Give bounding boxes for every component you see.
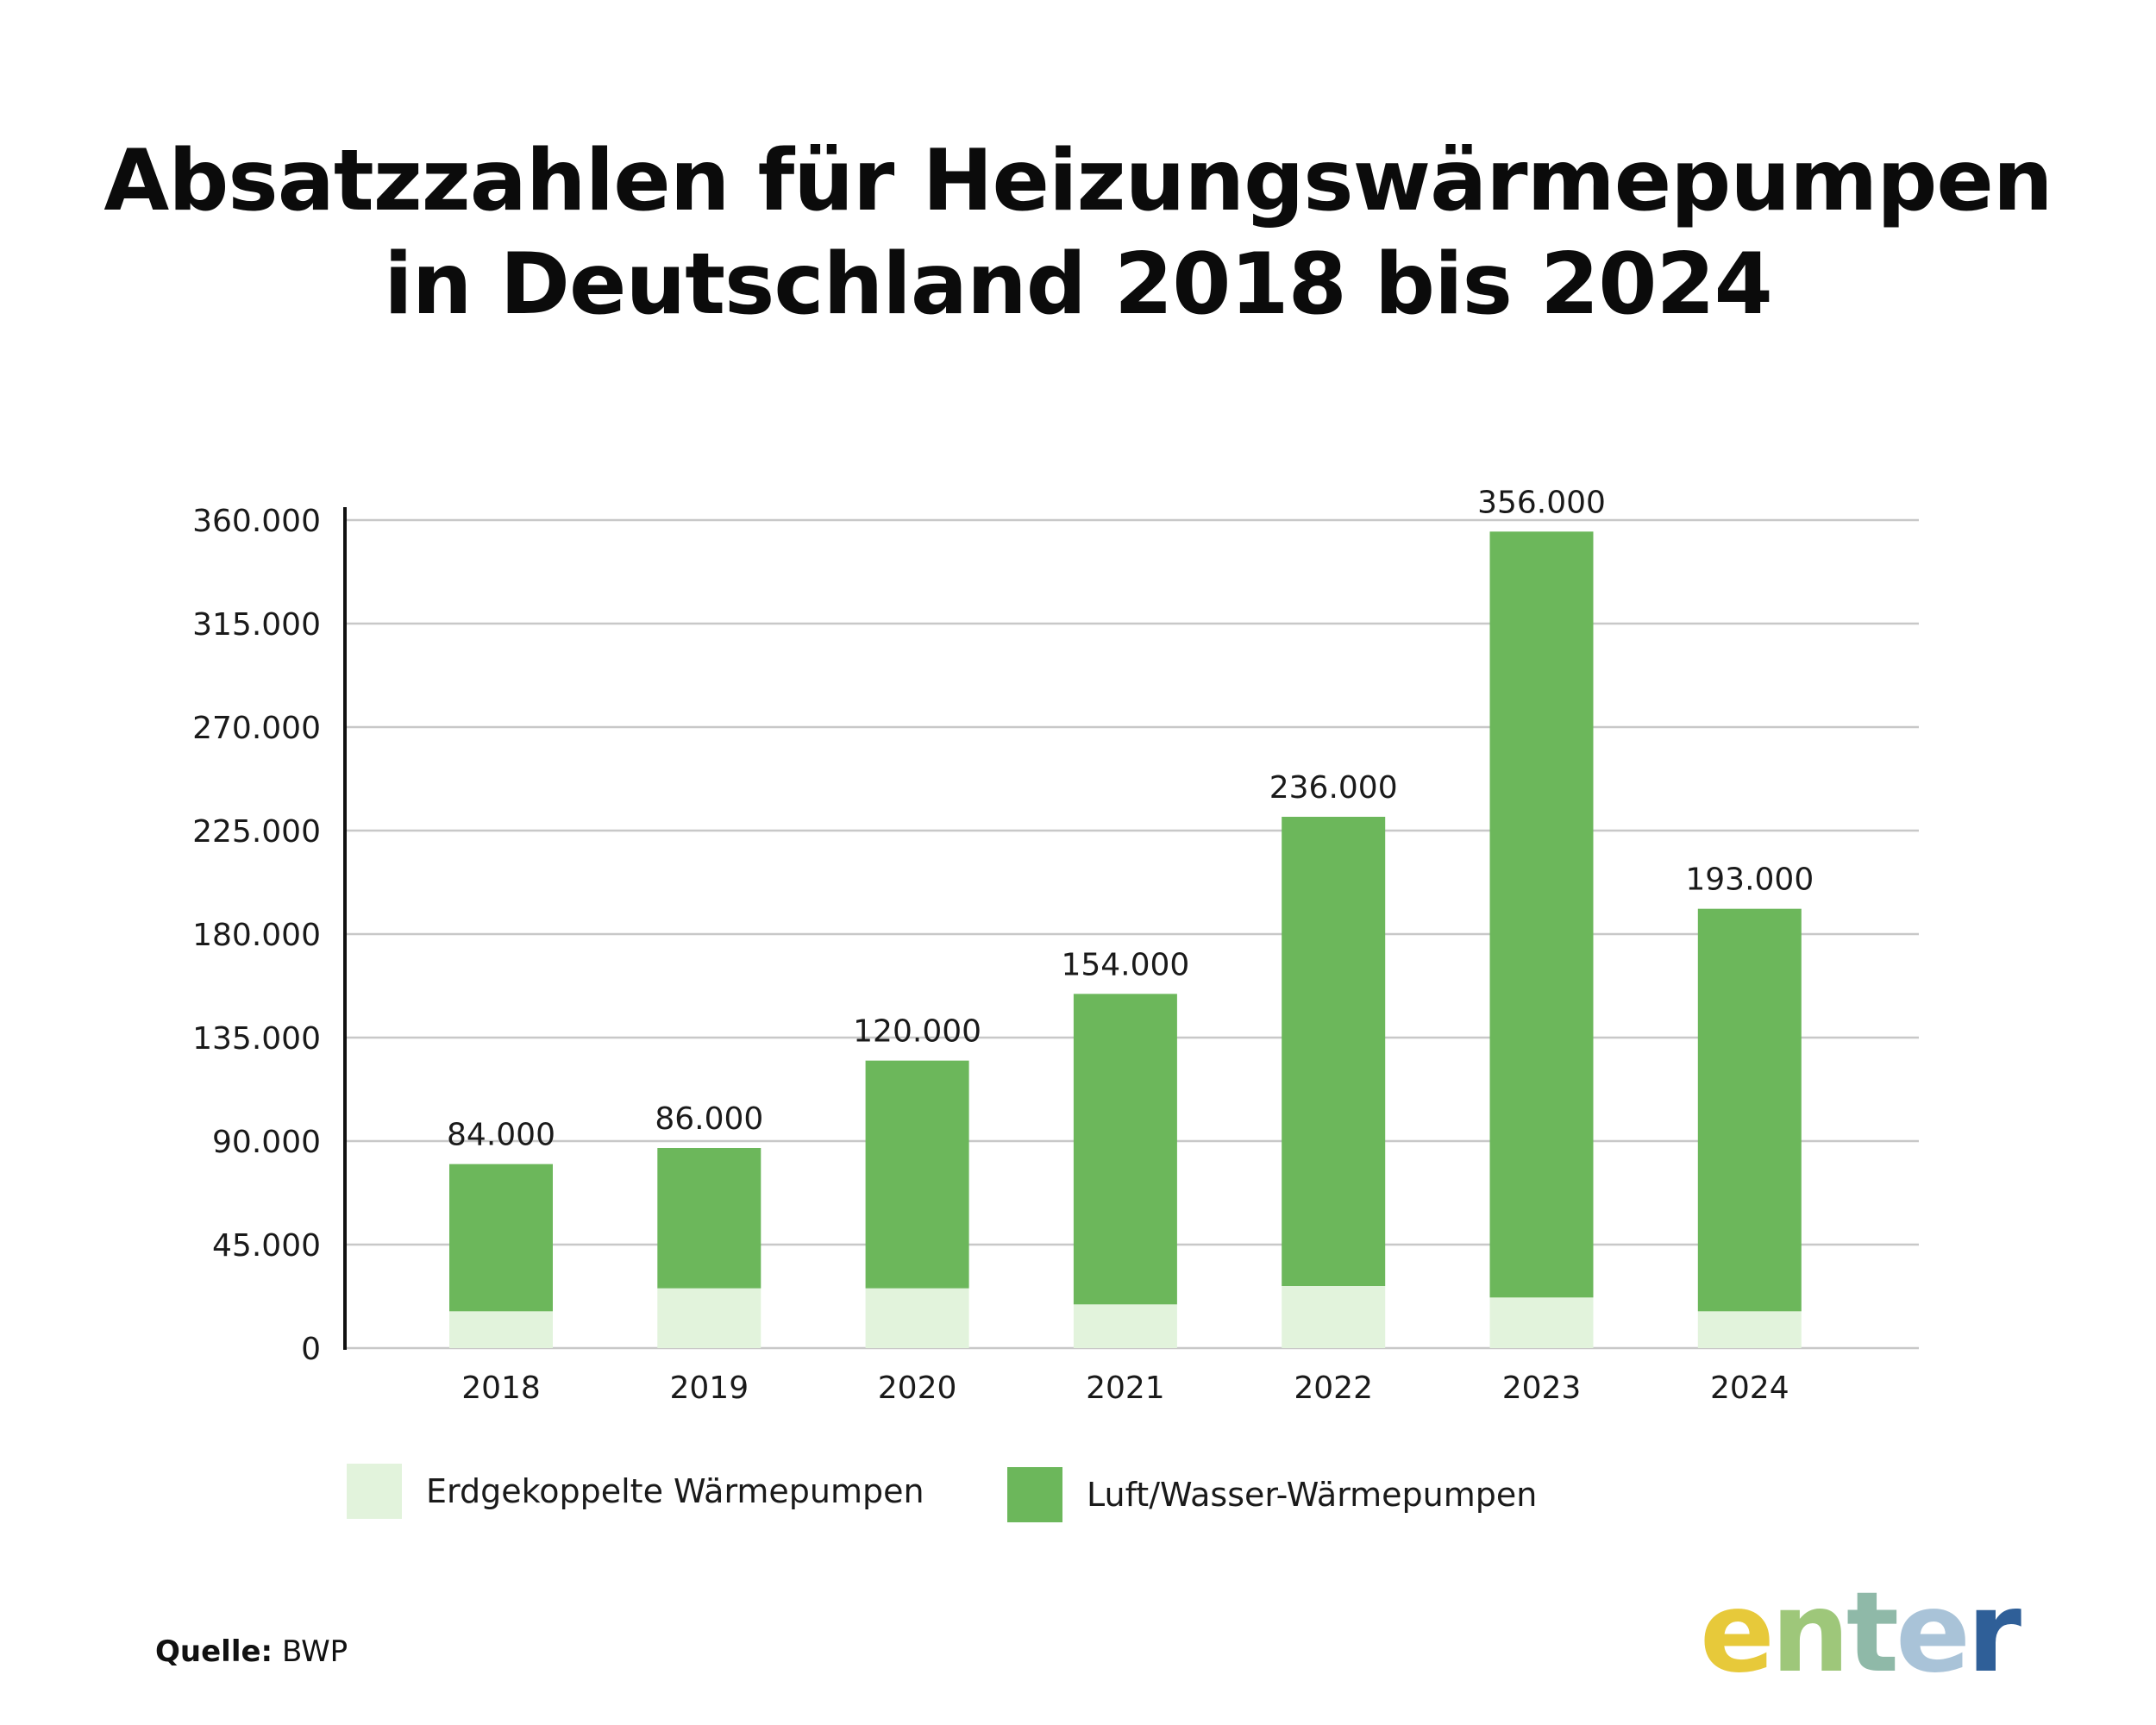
y-tick-label: 0 (301, 1332, 321, 1367)
bar-erdgekoppelte-2023 (1489, 1297, 1594, 1348)
bar-erdgekoppelte-2020 (865, 1288, 969, 1348)
x-tick-label-2018: 2018 (461, 1371, 541, 1406)
bars (449, 531, 1802, 1348)
total-label-2018: 84.000 (447, 1118, 555, 1153)
bar-luft-wasser-2020 (865, 1060, 969, 1289)
y-tick-label: 90.000 (212, 1125, 321, 1160)
bar-erdgekoppelte-2024 (1697, 1311, 1802, 1348)
x-tick-label-2024: 2024 (1710, 1371, 1789, 1406)
legend-swatch-luft-wasser (1007, 1467, 1062, 1522)
legend-label-luft-wasser: Luft/Wasser-Wärmepumpen (1087, 1476, 1538, 1514)
bar-luft-wasser-2023 (1489, 531, 1594, 1298)
bar-erdgekoppelte-2022 (1282, 1286, 1386, 1348)
source-value: BWP (281, 1634, 348, 1669)
y-tick-label: 270.000 (192, 711, 321, 746)
chart-title-line-2: in Deutschland 2018 bis 2024 (384, 235, 1773, 334)
chart-title: Absatzzahlen für Heizungswärmepumpen in … (0, 129, 2156, 336)
x-tick-label-2022: 2022 (1294, 1371, 1373, 1406)
y-tick-label: 135.000 (192, 1021, 321, 1057)
logo-letter-5: r (1966, 1569, 2021, 1697)
legend-swatch-erdgekoppelte (347, 1464, 402, 1519)
total-label-2021: 154.000 (1061, 947, 1189, 982)
bar-luft-wasser-2021 (1073, 994, 1177, 1305)
logo-letter-2: n (1771, 1569, 1850, 1697)
chart-title-line-1: Absatzzahlen für Heizungswärmepumpen (103, 132, 2053, 230)
x-tick-label-2020: 2020 (878, 1371, 957, 1406)
bar-erdgekoppelte-2019 (657, 1288, 761, 1348)
bar-erdgekoppelte-2021 (1073, 1304, 1177, 1348)
logo-letter-4: e (1896, 1569, 1971, 1697)
y-tick-label: 225.000 (192, 814, 321, 850)
bar-luft-wasser-2018 (449, 1164, 553, 1312)
total-label-2019: 86.000 (655, 1101, 763, 1137)
x-tick-label-2019: 2019 (669, 1371, 749, 1406)
total-label-2022: 236.000 (1269, 770, 1398, 806)
total-label-2023: 356.000 (1477, 485, 1606, 520)
source-label: Quelle: (155, 1634, 273, 1669)
y-tick-label: 45.000 (212, 1228, 321, 1264)
axes: 0 45.000 90.000 135.000 180.000 225.000 270.00… (192, 504, 1789, 1406)
bar-luft-wasser-2024 (1697, 908, 1802, 1312)
x-tick-label-2023: 2023 (1502, 1371, 1582, 1406)
bar-luft-wasser-2022 (1282, 817, 1386, 1286)
total-label-2020: 120.000 (853, 1014, 981, 1050)
logo-letter-3: t (1846, 1569, 1899, 1697)
source-note: Quelle: BWP (155, 1634, 348, 1669)
legend-label-erdgekoppelte: Erdgekoppelte Wärmepumpen (426, 1472, 924, 1510)
logo-letter-1: e (1699, 1569, 1775, 1697)
enter-logo: enter (1699, 1569, 2021, 1697)
bar-luft-wasser-2019 (657, 1148, 761, 1289)
legend-item-luft-wasser: Luft/Wasser-Wärmepumpen (1007, 1466, 1537, 1523)
legend-item-erdgekoppelte: Erdgekoppelte Wärmepumpen (347, 1463, 924, 1520)
y-tick-label: 360.000 (192, 504, 321, 539)
total-label-2024: 193.000 (1685, 862, 1814, 898)
bar-erdgekoppelte-2018 (449, 1311, 553, 1348)
labels: 84.000 86.000 120.000 154.000 236.000 356.000… (447, 485, 1814, 1152)
y-tick-label: 315.000 (192, 607, 321, 643)
x-tick-label-2021: 2021 (1086, 1371, 1165, 1406)
y-tick-label: 180.000 (192, 918, 321, 953)
